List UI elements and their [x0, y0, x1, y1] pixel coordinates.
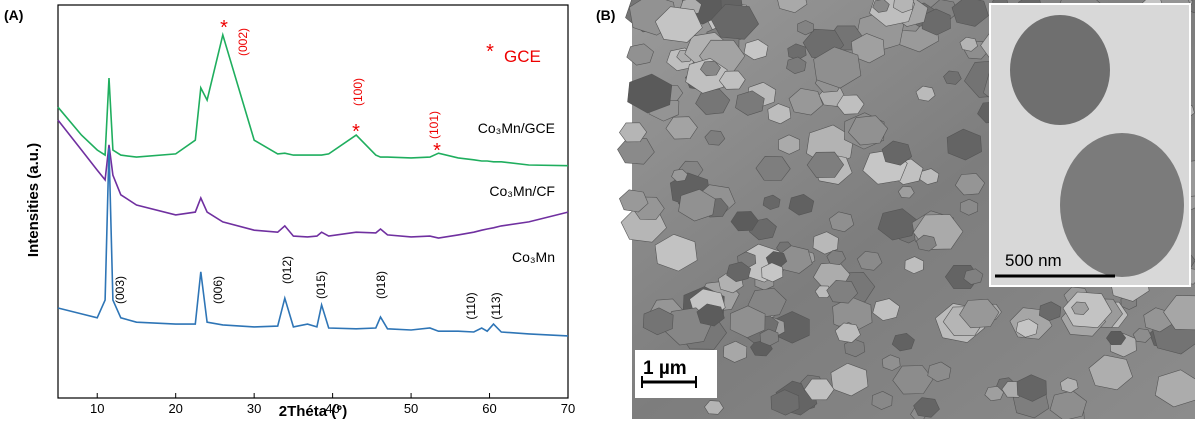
- peak-label: (113): [489, 292, 503, 319]
- gce-marker: *: [486, 41, 494, 63]
- gce-marker: *: [220, 17, 228, 39]
- panel-label: (A): [4, 7, 23, 23]
- gce-marker: *: [433, 140, 441, 162]
- series-line: [58, 120, 568, 238]
- peak-label: (012): [280, 256, 294, 284]
- x-tick-label: 70: [561, 401, 575, 416]
- x-tick-label: 60: [482, 401, 496, 416]
- plot-frame: [58, 5, 568, 398]
- gce-legend: GCE: [504, 47, 541, 66]
- peak-label: (018): [374, 271, 388, 299]
- tem-particle: [1010, 15, 1110, 125]
- x-tick-label: 40: [325, 401, 339, 416]
- x-tick-label: 30: [247, 401, 261, 416]
- x-tick-label: 10: [90, 401, 104, 416]
- x-tick-label: 20: [168, 401, 182, 416]
- x-tick-label: 50: [404, 401, 418, 416]
- gce-peak-label: (100): [351, 78, 365, 106]
- peak-label: (003): [113, 276, 127, 304]
- gce-peak-label: (002): [236, 28, 250, 56]
- sem-scale-label: 1 µm: [643, 358, 687, 379]
- sem-scale: 1 µm: [635, 350, 717, 398]
- tem-particle: [1060, 133, 1184, 277]
- gce-peak-label: (101): [427, 111, 441, 139]
- plot: 10 20 30 40 50 60 70 Co₃Mn/GCE Co₃Mn/CF Co₃Mn (003…: [58, 17, 575, 416]
- peak-label: (110): [464, 292, 478, 319]
- peak-label: (006): [211, 276, 225, 304]
- panel-label: (B): [596, 7, 615, 23]
- gce-marker: *: [352, 121, 360, 143]
- tem-inset: 500 nm: [990, 4, 1190, 286]
- series-label: Co₃Mn/CF: [489, 183, 555, 199]
- tem-scale-label: 500 nm: [1005, 251, 1062, 270]
- series-label: Co₃Mn: [512, 249, 555, 265]
- y-axis-label: Intensities (a.u.): [25, 143, 42, 257]
- series-label: Co₃Mn/GCE: [478, 120, 555, 136]
- peak-label: (015): [314, 271, 328, 299]
